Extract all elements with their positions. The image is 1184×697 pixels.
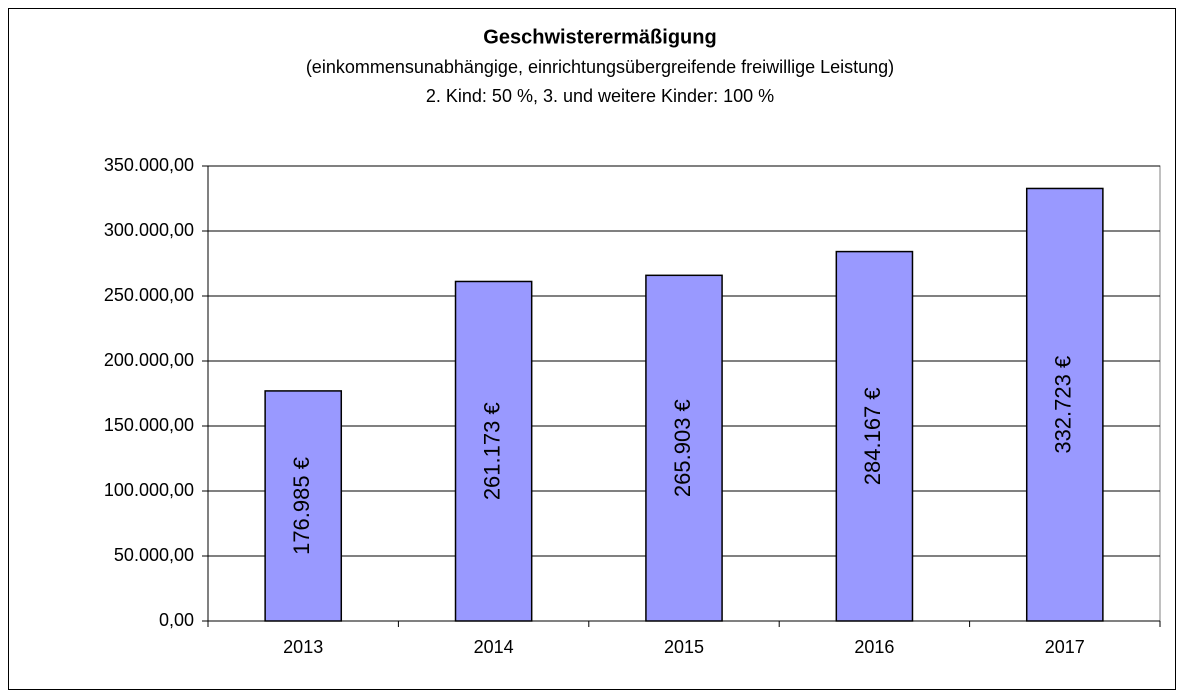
- bar: [454, 280, 533, 622]
- chart-title: Geschwisterermäßigung: [483, 26, 716, 48]
- y-tick-label: 300.000,00: [104, 220, 194, 240]
- bar: [1025, 187, 1104, 622]
- y-tick-label: 350.000,00: [104, 155, 194, 175]
- x-tick-label: 2016: [854, 637, 894, 657]
- value-label: 176.985 €: [289, 457, 314, 555]
- value-label: 265.903 €: [670, 399, 695, 497]
- bar: [264, 390, 343, 622]
- value-label: 284.167 €: [860, 387, 885, 485]
- y-tick-label: 150.000,00: [104, 415, 194, 435]
- x-tick-label: 2015: [664, 637, 704, 657]
- chart-subtitle: (einkommensunabhängige, einrichtungsüber…: [306, 57, 894, 77]
- value-label: 332.723 €: [1051, 356, 1076, 454]
- x-tick-label: 2013: [283, 637, 323, 657]
- value-label: 261.173 €: [479, 402, 504, 500]
- x-tick-label: 2014: [474, 637, 514, 657]
- y-tick-label: 0,00: [159, 610, 194, 630]
- x-tick-label: 2017: [1045, 637, 1085, 657]
- y-tick-label: 100.000,00: [104, 480, 194, 500]
- chart-subtitle: 2. Kind: 50 %, 3. und weitere Kinder: 10…: [426, 86, 774, 106]
- bar: [835, 250, 914, 622]
- bar: [645, 274, 723, 622]
- y-tick-label: 200.000,00: [104, 350, 194, 370]
- y-tick-label: 50.000,00: [114, 545, 194, 565]
- y-tick-label: 250.000,00: [104, 285, 194, 305]
